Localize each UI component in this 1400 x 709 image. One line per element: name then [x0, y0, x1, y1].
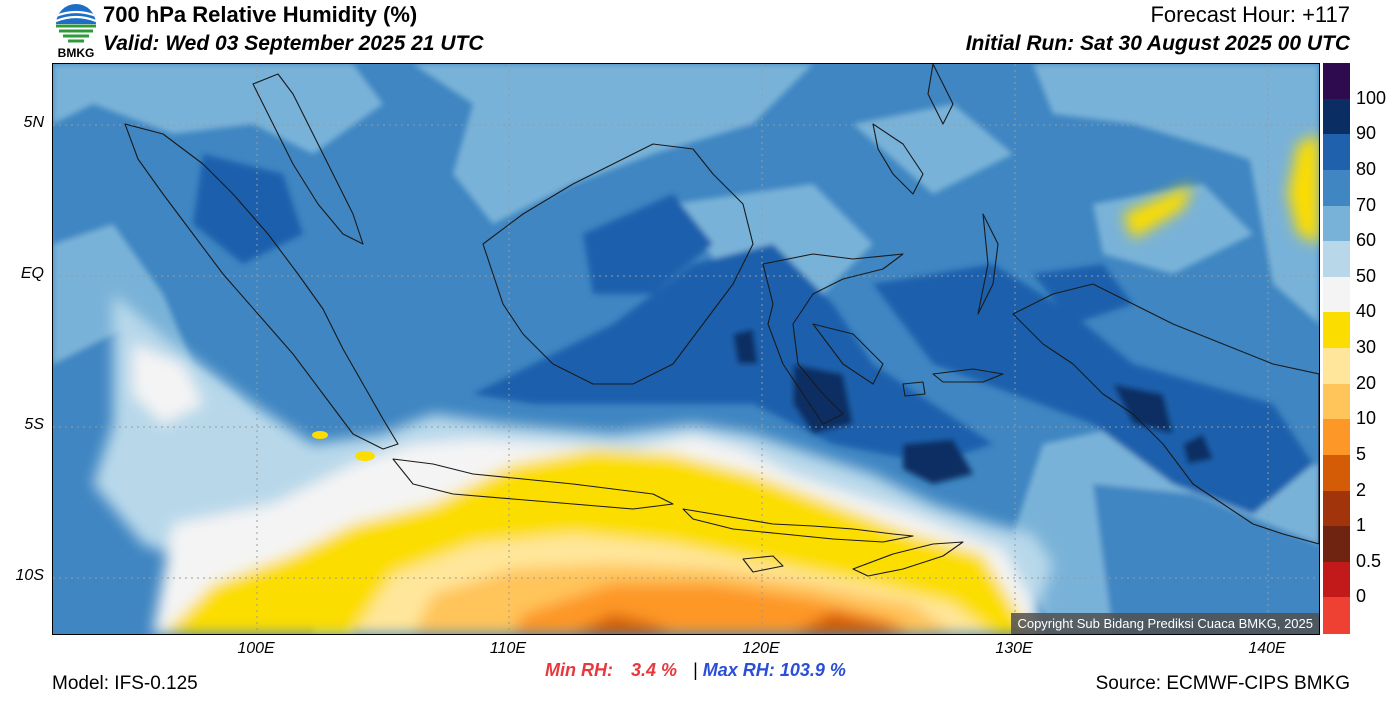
colorbar-label: 0.5 [1356, 550, 1382, 571]
latitude-label: 5N [23, 114, 44, 131]
colorbar-label: 1 [1356, 515, 1367, 536]
stats-separator: | [693, 660, 698, 680]
colorbar-label: 60 [1356, 230, 1377, 251]
humidity-field [53, 63, 1320, 634]
colorbar-segment [1323, 169, 1350, 206]
source-label: Source: ECMWF-CIPS BMKG [1095, 673, 1350, 694]
colorbar-label: 100 [1356, 87, 1387, 108]
longitude-label: 110E [489, 640, 527, 657]
forecast-hour: Forecast Hour: +117 [1150, 2, 1350, 27]
copyright-text: Copyright Sub Bidang Prediksi Cuaca BMKG… [1017, 616, 1313, 631]
colorbar-label: 10 [1356, 408, 1377, 429]
colorbar-label: 20 [1356, 372, 1377, 393]
colorbar-label: 40 [1356, 301, 1377, 322]
latitude-label: EQ [20, 265, 44, 282]
max-rh-label: Max RH: [702, 660, 775, 680]
min-rh-label: Min RH: [545, 660, 613, 680]
colorbar-segment [1323, 383, 1350, 420]
logo-text: BMKG [57, 46, 95, 60]
colorbar-label: 70 [1356, 194, 1377, 215]
copyright-box: Copyright Sub Bidang Prediksi Cuaca BMKG… [1011, 613, 1319, 634]
colorbar [1323, 63, 1350, 634]
valid-time: Valid: Wed 03 September 2025 21 UTC [103, 32, 484, 55]
colorbar-segment [1323, 561, 1350, 598]
colorbar-segment [1323, 348, 1350, 385]
colorbar-segment [1323, 134, 1350, 171]
latitude-label: 5S [24, 416, 44, 433]
colorbar-segment [1323, 597, 1350, 634]
bmkg-emblem-icon [55, 4, 97, 43]
bmkg-logo: BMKG [52, 0, 100, 62]
humidity-map: Copyright Sub Bidang Prediksi Cuaca BMKG… [52, 63, 1320, 635]
map-title: 700 hPa Relative Humidity (%) [103, 2, 418, 27]
colorbar-label: 2 [1356, 479, 1367, 500]
longitude-label: 100E [237, 640, 275, 657]
longitude-label: 140E [1248, 640, 1286, 657]
colorbar-label: 80 [1356, 158, 1377, 179]
colorbar-label: 5 [1356, 443, 1367, 464]
colorbar-label: 0 [1356, 586, 1367, 607]
colorbar-segment [1323, 526, 1350, 563]
colorbar-segment [1323, 312, 1350, 349]
latitude-label: 10S [15, 567, 44, 584]
colorbar-label: 90 [1356, 123, 1377, 144]
colorbar-segment [1323, 241, 1350, 278]
colorbar-label: 50 [1356, 265, 1377, 286]
longitude-label: 130E [995, 640, 1033, 657]
colorbar-segment [1323, 419, 1350, 456]
min-rh-value: 3.4 % [631, 660, 678, 680]
colorbar-segment [1323, 276, 1350, 313]
colorbar-segment [1323, 98, 1350, 135]
max-rh-value: 103.9 % [779, 660, 846, 680]
initial-run: Initial Run: Sat 30 August 2025 00 UTC [965, 32, 1350, 55]
colorbar-label: 30 [1356, 337, 1377, 357]
colorbar-segment [1323, 205, 1350, 242]
colorbar-segment [1323, 490, 1350, 527]
longitude-label: 120E [742, 640, 780, 657]
colorbar-segment [1323, 454, 1350, 491]
colorbar-segment [1323, 63, 1350, 100]
model-label: Model: IFS-0.125 [52, 673, 198, 694]
rh-stats: Min RH: 3.4 % | Max RH: 103.9 % [545, 660, 846, 681]
